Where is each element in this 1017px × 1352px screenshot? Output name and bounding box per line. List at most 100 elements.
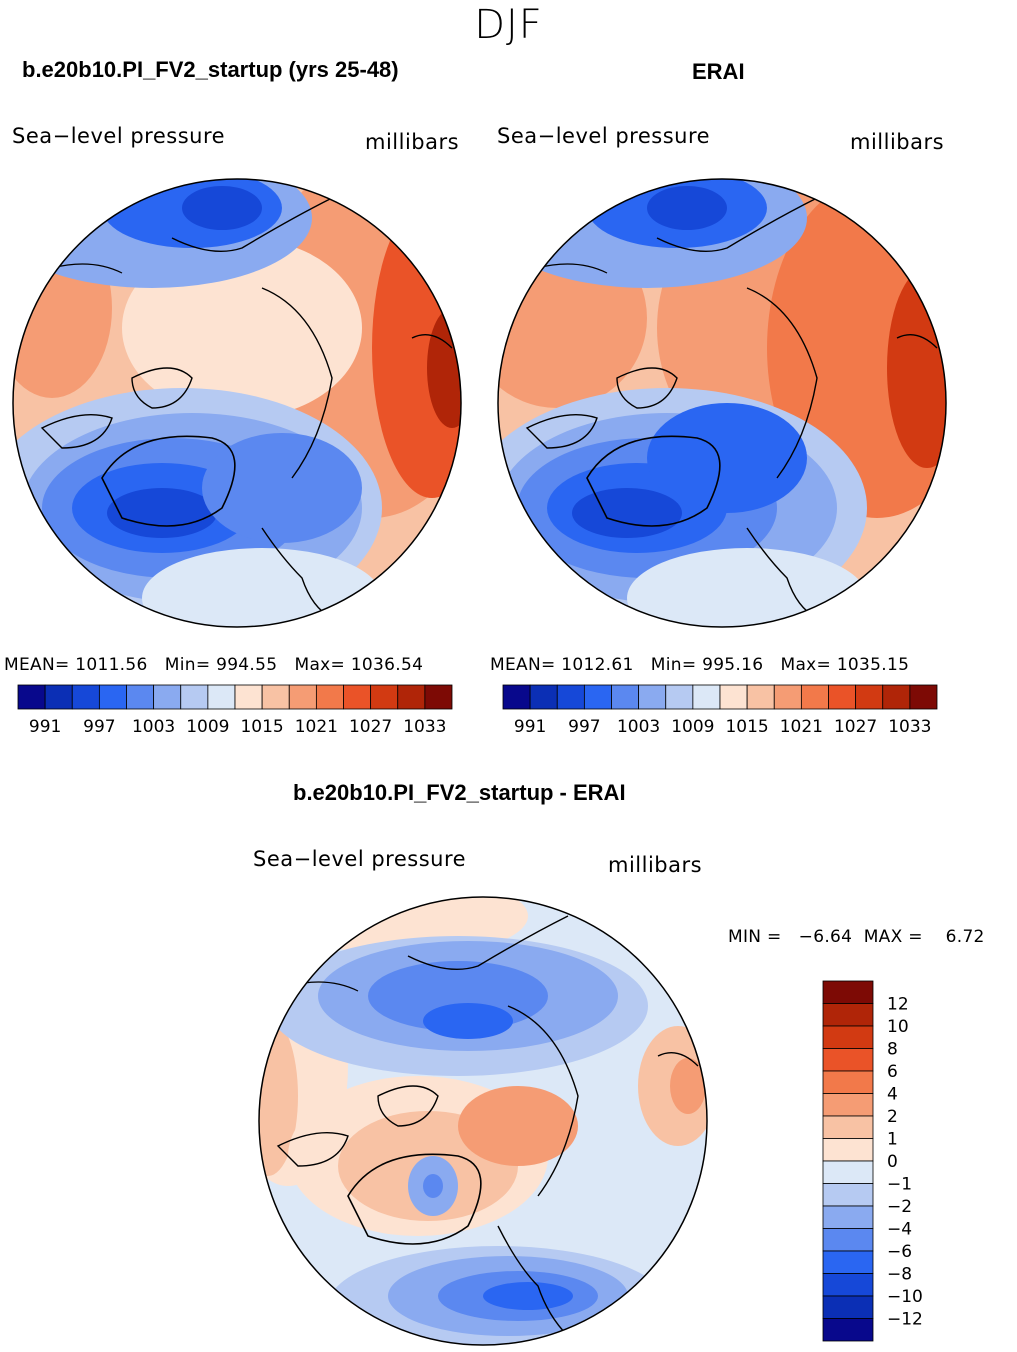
min-label: Min=: [164, 655, 211, 675]
colorbar-difference-swatch: [822, 1070, 874, 1094]
colorbar-erai-swatch: [611, 684, 640, 710]
colorbar-erai-tick-label: 1021: [780, 717, 823, 737]
colorbar-difference-tick-label: −10: [887, 1287, 923, 1307]
colorbar-erai-swatch: [638, 684, 667, 710]
colorbar-difference-tick-label: 0: [887, 1152, 898, 1172]
colorbar-difference-swatch: [822, 1160, 874, 1184]
colorbar-difference-swatch: [822, 1183, 874, 1207]
diff-panel-variable: Sea−level pressure: [253, 847, 467, 871]
colorbar-erai-swatch: [800, 684, 829, 710]
colorbar-difference-tick-label: −1: [887, 1175, 912, 1195]
min-value: 994.55: [216, 655, 278, 675]
colorbar-model-tick-label: 1003: [132, 717, 175, 737]
colorbar-erai-swatch: [773, 684, 802, 710]
colorbar-model-swatch: [17, 684, 46, 710]
max-value: 1035.15: [836, 655, 910, 675]
colorbar-model-swatch: [207, 684, 236, 710]
panel-units-model: millibars: [365, 130, 460, 154]
max-value: 1036.54: [350, 655, 424, 675]
colorbar-model-swatch: [370, 684, 399, 710]
colorbar-model-tick-label: 1033: [403, 717, 446, 737]
colorbar-erai-swatch: [855, 684, 884, 710]
colorbar-difference-swatch: [822, 1318, 874, 1342]
colorbar-model-tick-label: 997: [83, 717, 115, 737]
colorbar-erai-swatch: [719, 684, 748, 710]
colorbar-model-swatch: [234, 684, 263, 710]
colorbar-model-tick-label: 1009: [186, 717, 229, 737]
colorbar-model-tick-label: 991: [29, 717, 61, 737]
colorbar-erai-tick-label: 997: [568, 717, 600, 737]
panel-units-erai: millibars: [850, 130, 945, 154]
colorbar-difference-tick-label: −4: [887, 1220, 912, 1240]
max-label: Max=: [294, 655, 346, 675]
mean-label: MEAN=: [490, 655, 556, 675]
colorbar-erai-swatch: [882, 684, 911, 710]
colorbar-model-tick-label: 1021: [295, 717, 338, 737]
colorbar-difference-tick-label: 4: [887, 1085, 898, 1105]
panel-variable-erai: Sea−level pressure: [497, 124, 711, 148]
colorbar-erai-tick-label: 1027: [834, 717, 877, 737]
colorbar-erai-swatch: [692, 684, 721, 710]
colorbar-difference-tick-label: −6: [887, 1242, 912, 1262]
colorbar-erai-swatch: [909, 684, 938, 710]
diff-panel-title: b.e20b10.PI_FV2_startup - ERAI: [293, 780, 626, 805]
colorbar-difference-swatch: [822, 980, 874, 1004]
colorbar-erai-tick-label: 1003: [617, 717, 660, 737]
colorbar-erai-swatch: [828, 684, 857, 710]
colorbar-difference-swatch: [822, 1025, 874, 1049]
diff-stats: MIN = −6.64 MAX = 6.72: [728, 927, 985, 947]
colorbar-model-swatch: [44, 684, 73, 710]
panel-title-model: b.e20b10.PI_FV2_startup (yrs 25-48): [22, 57, 399, 82]
colorbar-erai: 991 997 1003 1009 1015 1021 1027 1033: [502, 684, 938, 737]
mean-value: 1012.61: [561, 655, 634, 675]
min-value: −6.64: [798, 927, 853, 947]
colorbar-model-swatch: [261, 684, 290, 710]
colorbar-erai-swatch: [746, 684, 775, 710]
colorbar-erai-swatch: [583, 684, 612, 710]
colorbar-model-swatch: [180, 684, 209, 710]
colorbar-difference-swatch: [822, 1205, 874, 1229]
colorbar-difference-swatch: [822, 1295, 874, 1319]
colorbar-difference-tick-label: −12: [887, 1310, 923, 1330]
colorbar-erai-swatch: [556, 684, 585, 710]
colorbar-model-swatch: [126, 684, 155, 710]
colorbar-difference-tick-label: −8: [887, 1265, 912, 1285]
stats-model: MEAN= 1011.56 Min= 994.55 Max= 1036.54: [4, 655, 423, 675]
colorbar-difference-tick-label: 8: [887, 1040, 898, 1060]
colorbar-difference-swatch: [822, 1003, 874, 1027]
stats-erai: MEAN= 1012.61 Min= 995.16 Max= 1035.15: [490, 655, 909, 675]
max-value: 6.72: [945, 927, 985, 947]
colorbar-model-swatch: [153, 684, 182, 710]
colorbar-erai-tick-label: 1033: [888, 717, 931, 737]
panel-variable-model: Sea−level pressure: [12, 124, 226, 148]
colorbar-difference-tick-label: 1: [887, 1130, 898, 1150]
colorbar-difference-tick-label: 12: [887, 995, 909, 1015]
colorbar-erai-tick-label: 1009: [671, 717, 714, 737]
mean-label: MEAN=: [4, 655, 70, 675]
colorbar-model: 991 997 1003 1009 1015 1021 1027 1033: [17, 684, 453, 737]
colorbar-model-swatch: [288, 684, 317, 710]
season-title: DJF: [474, 2, 543, 48]
colorbar-model-swatch: [98, 684, 127, 710]
polar-map-difference: [258, 896, 708, 1346]
colorbar-difference-swatch: [822, 1093, 874, 1117]
max-label: MAX =: [863, 927, 923, 947]
colorbar-difference-swatch: [822, 1250, 874, 1274]
colorbar-difference-swatch: [822, 1115, 874, 1139]
colorbar-difference-tick-label: 6: [887, 1062, 898, 1082]
colorbar-difference-swatch: [822, 1048, 874, 1072]
colorbar-difference-swatch: [822, 1228, 874, 1252]
colorbar-model-swatch: [343, 684, 372, 710]
min-label: Min=: [650, 655, 697, 675]
colorbar-difference-swatch: [822, 1273, 874, 1297]
colorbar-erai-swatch: [665, 684, 694, 710]
colorbar-difference-tick-label: 10: [887, 1017, 909, 1037]
colorbar-erai-tick-label: 1015: [725, 717, 768, 737]
panel-title-erai: ERAI: [692, 59, 745, 84]
colorbar-difference-swatch: [822, 1138, 874, 1162]
colorbar-model-swatch: [315, 684, 344, 710]
polar-map-model: [12, 178, 462, 628]
colorbar-difference-tick-label: 2: [887, 1107, 898, 1127]
polar-map-erai: [497, 178, 947, 628]
